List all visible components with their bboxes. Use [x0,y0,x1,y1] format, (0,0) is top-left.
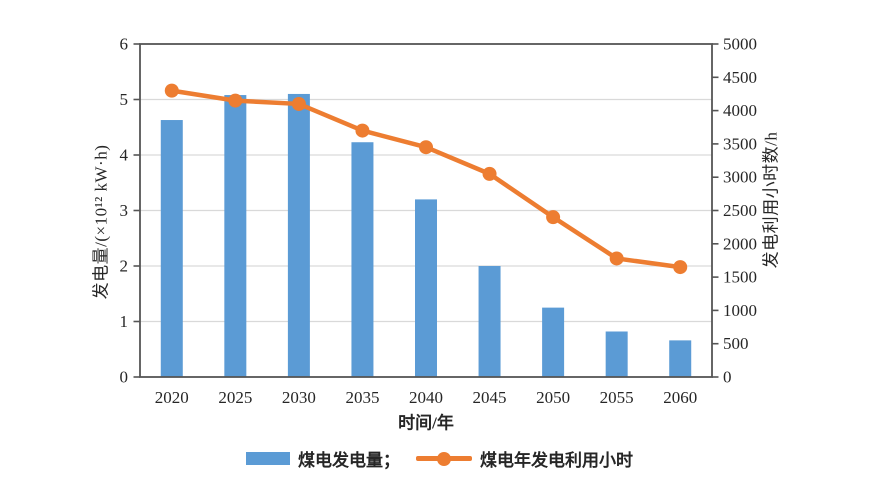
x-axis-tick-label: 2035 [345,388,379,407]
legend-bar-label: 煤电发电量； [298,451,400,470]
y-axis-left-tick-label: 2 [120,257,129,276]
x-axis-tick-label: 2025 [218,388,252,407]
y-axis-title-right: 发电利用小时数/h [761,131,781,269]
x-axis-title: 时间/年 [398,413,454,433]
bar-2025 [224,95,247,377]
line-point-2060 [673,260,688,275]
y-axis-title-left: 发电量/(×10¹² kW·h) [91,144,111,300]
legend-item-bar: 煤电发电量； [246,446,400,471]
x-axis-tick-label: 2045 [473,388,507,407]
y-axis-right-tick-label: 3000 [723,168,757,187]
legend: 煤电发电量； 煤电年发电利用小时 [0,446,879,471]
bar-2040 [415,199,437,377]
y-axis-left-tick-label: 6 [120,35,129,54]
y-axis-right-tick-label: 3500 [723,134,757,153]
x-axis-tick-label: 2050 [536,388,570,407]
line-point-2025 [228,93,243,108]
x-axis-tick-label: 2060 [663,388,697,407]
y-axis-right-tick-label: 0 [723,368,732,387]
y-axis-left-tick-label: 1 [120,312,129,331]
x-axis-tick-label: 2030 [282,388,316,407]
bar-2020 [160,120,183,377]
bar-2050 [542,307,565,377]
bar-2060 [669,340,692,377]
legend-item-line: 煤电年发电利用小时 [416,446,633,471]
y-axis-right-tick-label: 5000 [723,35,757,54]
y-axis-left-tick-label: 0 [120,368,129,387]
y-axis-left-tick-label: 3 [120,201,129,220]
x-axis-tick-label: 2020 [155,388,189,407]
legend-bar-swatch-icon [246,452,290,465]
line-point-2035 [355,123,370,138]
x-axis-tick-label: 2055 [600,388,634,407]
y-axis-right-tick-label: 1000 [723,301,757,320]
legend-line-marker-icon [416,451,472,466]
y-axis-right-tick-label: 2000 [723,234,757,253]
line-point-2030 [291,96,306,111]
y-axis-left-tick-label: 4 [120,146,129,165]
line-point-2045 [482,166,497,181]
legend-line-label: 煤电年发电利用小时 [480,451,633,470]
y-axis-right-tick-label: 4500 [723,68,757,87]
x-axis-tick-label: 2040 [409,388,443,407]
y-axis-right-tick-label: 1500 [723,268,757,287]
y-axis-right-tick-label: 4000 [723,101,757,120]
legend-line-dot-icon [437,451,451,466]
line-point-2020 [164,83,179,98]
line-point-2040 [419,140,433,155]
bar-2055 [605,331,628,377]
y-axis-left-tick-label: 5 [120,90,129,109]
bar-2045 [478,266,501,377]
line-point-2055 [609,251,624,266]
y-axis-right-tick-label: 500 [723,334,749,353]
bar-2035 [351,142,374,377]
bar-2030 [287,93,310,377]
y-axis-right-tick-label: 2500 [723,201,757,220]
line-point-2050 [546,210,561,225]
